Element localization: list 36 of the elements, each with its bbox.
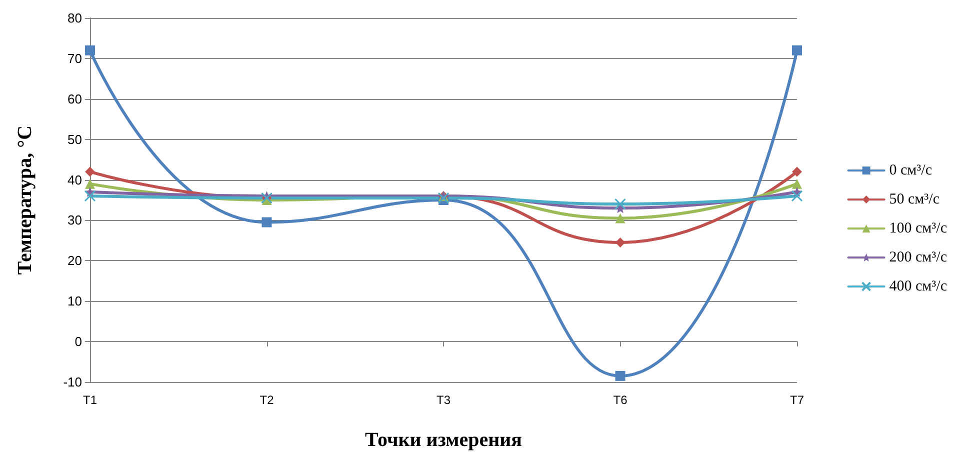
y-tick-label: 70 <box>68 50 82 66</box>
point <box>791 190 803 202</box>
point <box>85 166 95 177</box>
point <box>792 45 802 56</box>
y-tick-label: 0 <box>74 334 82 350</box>
point <box>615 237 626 248</box>
y-tick-label: 40 <box>68 172 82 188</box>
legend-label: 50 см³/с <box>889 192 940 208</box>
y-axis-title: Температура, °C <box>14 125 36 275</box>
legend-label: 200 см³/с <box>889 250 948 266</box>
point <box>438 192 450 204</box>
point <box>262 217 272 228</box>
point <box>792 178 802 189</box>
y-tick-label: 30 <box>68 212 82 228</box>
x-tick-label: T2 <box>260 393 274 407</box>
x-tick-label: T1 <box>82 393 98 407</box>
y-tick-label: 80 <box>68 10 82 26</box>
y-tick-label: 60 <box>68 91 82 106</box>
x-tick-label: T6 <box>613 393 628 407</box>
point <box>615 213 626 224</box>
point <box>84 190 96 202</box>
point <box>85 178 95 189</box>
y-tick-label: -10 <box>63 374 82 390</box>
y-tick-label: 50 <box>68 132 82 147</box>
point <box>792 166 802 177</box>
point <box>615 370 626 381</box>
legend-label: 400 см³/с <box>889 278 948 294</box>
legend-label: 100 см³/с <box>889 220 948 236</box>
point <box>614 198 626 210</box>
point <box>85 45 95 56</box>
x-tick-label: T3 <box>436 393 451 407</box>
x-tick-label: T7 <box>790 393 804 407</box>
legend-label: 0 см³/с <box>889 162 932 178</box>
y-tick-label: 20 <box>68 253 82 268</box>
x-axis-title: Точки измерения <box>365 429 522 451</box>
y-tick-label: 10 <box>68 294 82 309</box>
